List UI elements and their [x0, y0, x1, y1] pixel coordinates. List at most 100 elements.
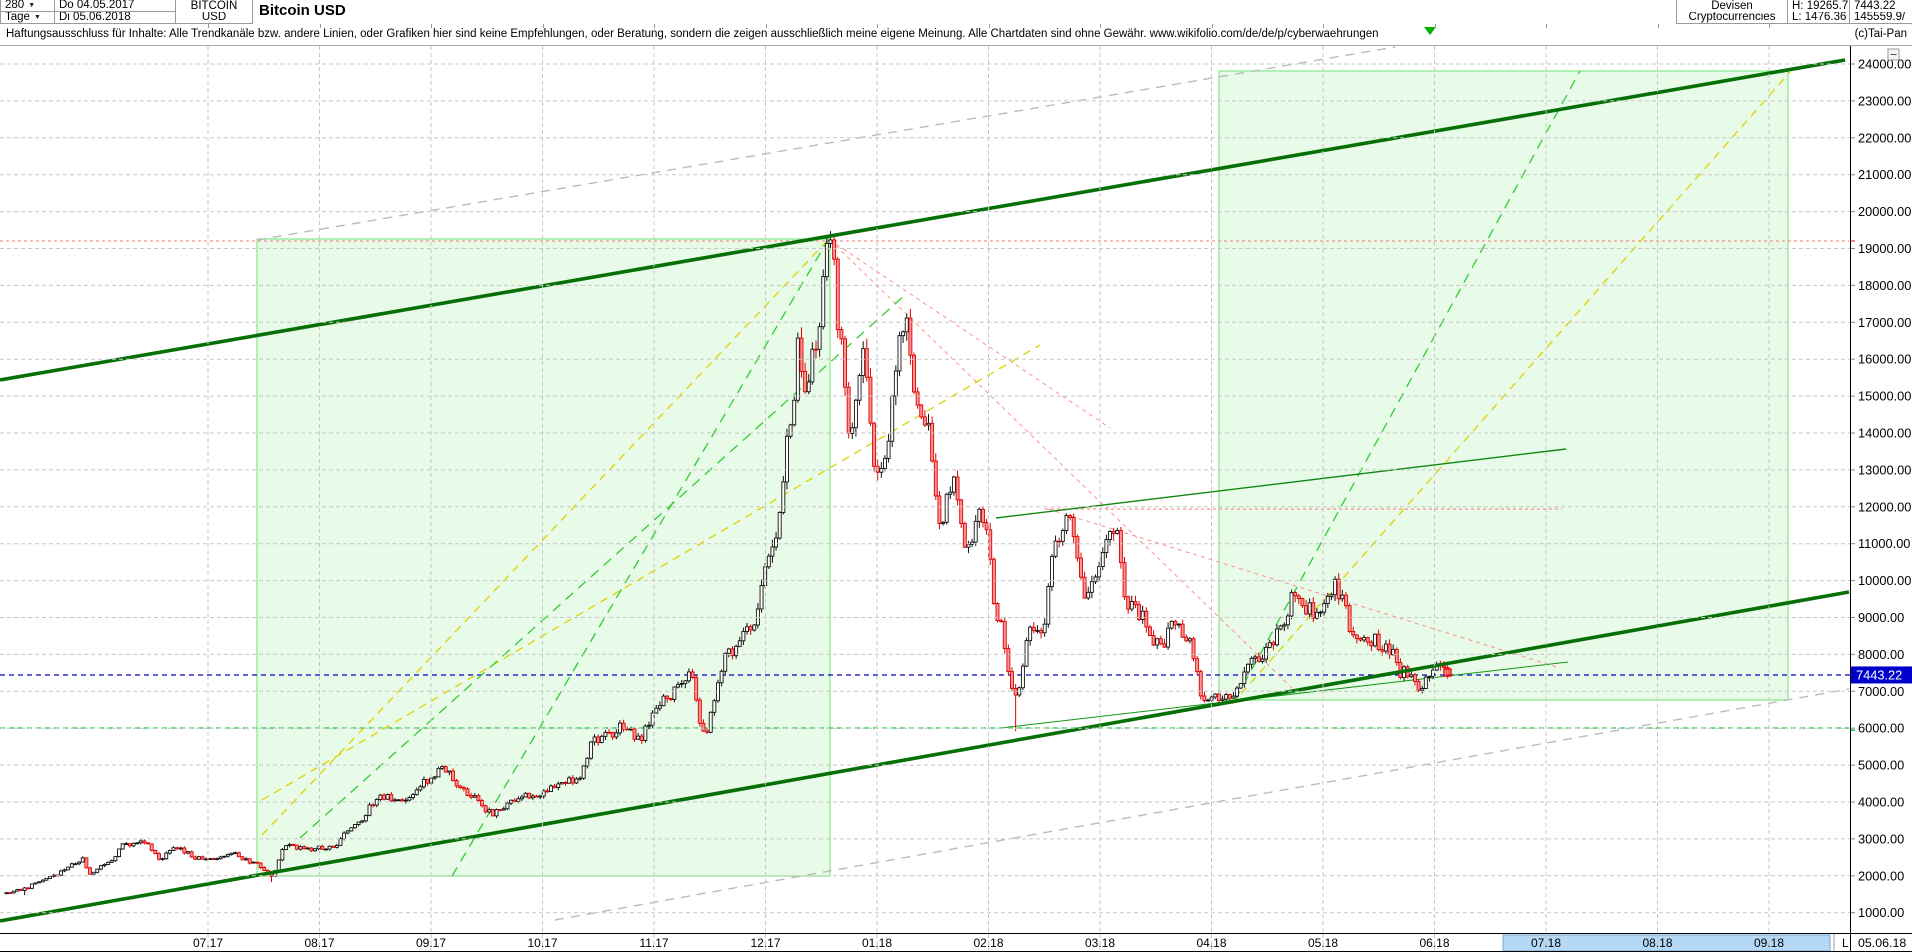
candle-up: [628, 728, 633, 731]
candle-down: [400, 799, 405, 802]
page-title: Bitcoin USD: [259, 2, 346, 19]
candle-up: [62, 869, 67, 872]
chart-area[interactable]: 1000.00 2000.00 3000.00 4000.00 5000.00 6000.…: [0, 46, 1912, 952]
period-length-select[interactable]: 280 ▼: [0, 0, 55, 12]
candle-up: [218, 856, 223, 860]
candle-up: [396, 799, 401, 802]
candle-up: [287, 844, 292, 847]
recovery-yellow-trend[interactable]: [1231, 71, 1791, 705]
candle-down: [1126, 596, 1131, 610]
current-price-badge-label: 7443.22: [1856, 667, 1902, 682]
candle-down: [476, 795, 481, 801]
price-axis-label: 13000.00: [1858, 462, 1911, 477]
candle-up: [741, 631, 746, 642]
candle-up: [59, 870, 63, 876]
candle-up: [1420, 688, 1425, 691]
candle-up: [37, 881, 42, 884]
candle-up: [944, 493, 949, 523]
market-subgroup-cell: Cryptocurrencies: [1676, 12, 1788, 24]
candle-down: [1256, 656, 1261, 662]
candle-down: [175, 847, 180, 850]
candle-up: [886, 440, 891, 459]
candle-up: [719, 670, 724, 684]
candle-up: [422, 778, 426, 788]
candle-up: [578, 777, 582, 780]
candle-up: [138, 840, 143, 844]
candle-up: [204, 858, 209, 861]
candle-down: [832, 239, 837, 260]
candle-up: [654, 707, 659, 714]
lower-gray-parallel[interactable]: [554, 688, 1850, 921]
corner-date-label: 05.06.18: [1858, 936, 1906, 950]
period-low-cell: L: 1476.36: [1788, 12, 1850, 24]
candle-up: [505, 802, 510, 810]
candle-up: [1307, 602, 1312, 615]
candle-up: [1282, 624, 1287, 627]
rally-yellow-fan[interactable]: [261, 344, 1041, 801]
candle-down: [465, 788, 470, 796]
price-axis-label: 24000.00: [1858, 57, 1911, 72]
candle-down: [981, 508, 985, 523]
candle-down: [490, 809, 495, 817]
candle-up: [1264, 646, 1269, 660]
candle-up: [251, 861, 256, 864]
spring-resistance-line[interactable]: [995, 448, 1567, 519]
candle-up: [817, 326, 822, 350]
candle-down: [1068, 515, 1073, 518]
candle-down: [1162, 643, 1167, 648]
candle-down: [236, 852, 241, 858]
lower-channel-line[interactable]: [0, 590, 1850, 923]
period-unit-select[interactable]: Tage ▼: [0, 12, 55, 24]
copyright-label: (c)Tai-Pan: [1854, 28, 1907, 40]
rally-green-trend[interactable]: [451, 239, 829, 877]
candle-down: [1057, 540, 1062, 543]
last-price-marker-icon: [1443, 668, 1452, 677]
rally-yellow-trend[interactable]: [261, 239, 829, 836]
price-axis-label: 6000.00: [1858, 721, 1904, 736]
candle-up: [178, 847, 183, 850]
candle-down: [149, 843, 154, 851]
candle-up: [1373, 633, 1377, 647]
candle-up: [567, 777, 572, 784]
candle-down: [639, 735, 644, 741]
spring-support-line[interactable]: [1000, 661, 1569, 729]
date-to-field[interactable]: Di 05.06.2018: [55, 12, 176, 24]
market-group-cell: Devisen: [1676, 0, 1788, 12]
trend-region-layer: [256, 70, 1789, 877]
price-chart-canvas[interactable]: 1000.00 2000.00 3000.00 4000.00 5000.00 6000.…: [0, 46, 1912, 952]
candle-up: [1285, 615, 1290, 626]
upper-gray-parallel[interactable]: [256, 46, 1396, 241]
candle-up: [233, 852, 238, 855]
candle-up: [828, 239, 833, 244]
candlestick-layer: [4, 231, 1450, 896]
candle-down: [1122, 562, 1127, 598]
candle-up: [1140, 610, 1145, 620]
candle-down: [1158, 638, 1163, 645]
candle-down: [1071, 516, 1076, 538]
upper-channel-line[interactable]: [0, 58, 1846, 382]
candle-down: [1300, 598, 1305, 607]
candle-up: [1333, 578, 1338, 596]
feb-high-fan[interactable]: [1047, 508, 1561, 669]
candle-up: [661, 695, 666, 707]
candle-up: [1089, 581, 1094, 593]
candle-up: [857, 375, 862, 401]
candle-up: [1427, 675, 1432, 678]
candle-up: [356, 821, 361, 825]
candle-down: [189, 851, 194, 858]
candle-down: [912, 354, 916, 393]
candle-up: [1042, 623, 1047, 634]
candle-down: [331, 845, 336, 848]
candle-up: [1391, 648, 1396, 656]
candle-up: [686, 671, 691, 682]
candle-up: [861, 348, 866, 376]
candle-down: [1412, 674, 1417, 682]
candle-up: [1318, 611, 1323, 614]
candle-up: [973, 520, 978, 543]
candle-down: [570, 777, 575, 784]
candle-up: [734, 645, 739, 657]
candle-down: [1354, 634, 1359, 639]
date-from-field[interactable]: Do 04.05.2017: [55, 0, 176, 12]
collapse-icon[interactable]: [1887, 48, 1900, 61]
